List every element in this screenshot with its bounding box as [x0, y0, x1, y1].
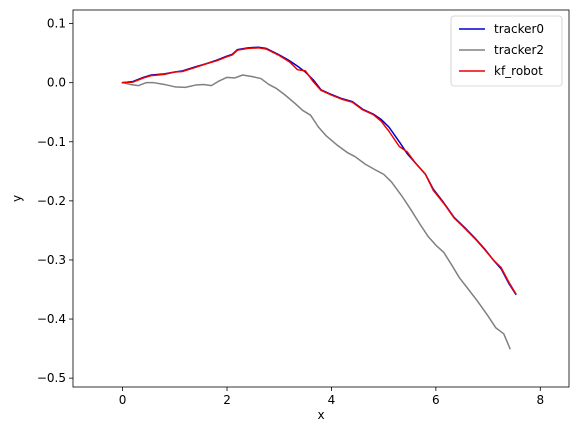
- y-axis-label: y: [10, 195, 24, 202]
- x-tick-label: 4: [328, 393, 336, 407]
- x-tick-label: 8: [536, 393, 544, 407]
- legend: tracker0 tracker2 kf_robot: [450, 15, 563, 87]
- y-tick-label: −0.5: [37, 371, 66, 385]
- x-tick-label: 2: [223, 393, 231, 407]
- x-axis-label: x: [317, 408, 324, 422]
- y-tick-label: −0.3: [37, 253, 66, 267]
- y-tick-label: −0.4: [37, 312, 66, 326]
- y-axis-ticks: −0.5 −0.4 −0.3 −0.2 −0.1 0.0 0.1: [37, 17, 73, 385]
- series-line-kf_robot: [121, 47, 517, 295]
- axes-frame: [72, 9, 570, 388]
- y-tick-label: −0.2: [37, 194, 66, 208]
- x-tick-label: 6: [432, 393, 440, 407]
- y-tick-label: −0.1: [37, 135, 66, 149]
- series-line-tracker2: [121, 74, 511, 350]
- x-axis-ticks: 0 2 4 6 8: [119, 387, 544, 407]
- legend-label-tracker2: tracker2: [494, 43, 544, 57]
- y-tick-label: 0.0: [47, 76, 66, 90]
- series-layer: [121, 46, 517, 350]
- y-tick-label: 0.1: [47, 17, 66, 31]
- x-tick-label: 0: [119, 393, 127, 407]
- legend-label-kf_robot: kf_robot: [494, 64, 543, 78]
- legend-box: [450, 15, 563, 87]
- legend-label-tracker0: tracker0: [494, 22, 544, 36]
